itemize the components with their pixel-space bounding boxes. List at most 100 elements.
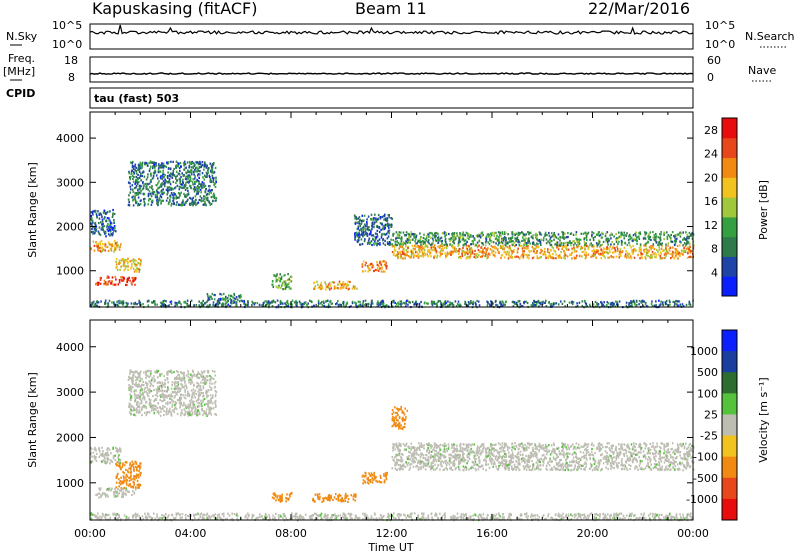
heatmap-cell: [133, 491, 136, 494]
heatmap-cell: [205, 188, 207, 191]
heatmap-cell: [433, 249, 436, 252]
heatmap-cell: [132, 485, 134, 489]
heatmap-cell: [456, 234, 458, 238]
heatmap-cell: [184, 177, 187, 180]
heatmap-cell: [378, 238, 381, 241]
heatmap-cell: [599, 245, 601, 248]
heatmap-cell: [674, 236, 676, 239]
heatmap-cell: [138, 299, 140, 302]
heatmap-cell: [200, 370, 203, 373]
heatmap-cell: [390, 225, 393, 228]
heatmap-cell: [198, 384, 200, 387]
heatmap-cell: [156, 410, 159, 414]
heatmap-cell: [188, 304, 191, 307]
heatmap-cell: [111, 487, 113, 490]
heatmap-cell: [593, 254, 596, 257]
heatmap-cell: [209, 385, 211, 388]
heatmap-cell: [181, 204, 183, 207]
heatmap-cell: [154, 302, 156, 305]
heatmap-cell: [133, 171, 135, 174]
heatmap-cell: [135, 384, 138, 388]
heatmap-cell: [502, 244, 505, 247]
heatmap-cell: [689, 248, 692, 251]
heatmap-cell: [478, 244, 480, 247]
heatmap-cell: [139, 385, 142, 388]
heatmap-cell: [126, 469, 129, 472]
heatmap-cell: [176, 184, 179, 187]
heatmap-cell: [113, 283, 116, 286]
heatmap-cell: [656, 248, 658, 252]
heatmap-cell: [521, 231, 523, 234]
heatmap-cell: [105, 282, 108, 285]
heatmap-cell: [132, 190, 135, 193]
heatmap-cell: [327, 304, 330, 308]
heatmap-cell: [128, 170, 130, 173]
heatmap-cell: [511, 252, 513, 255]
heatmap-cell: [93, 232, 96, 235]
heatmap-cell: [175, 179, 178, 182]
heatmap-cell: [602, 251, 604, 255]
heatmap-cell: [474, 253, 477, 256]
heatmap-cell: [144, 197, 146, 200]
heatmap-cell: [122, 257, 124, 261]
heatmap-cell: [137, 411, 139, 414]
heatmap-cell: [129, 175, 132, 178]
heatmap-cell: [500, 256, 502, 259]
heatmap-cell: [672, 251, 674, 254]
heatmap-cell: [397, 233, 399, 236]
heatmap-cell: [461, 249, 463, 252]
heatmap-cell: [251, 304, 253, 307]
heatmap-cell: [136, 483, 139, 486]
heatmap-cell: [98, 496, 100, 499]
heatmap-cell: [570, 241, 573, 245]
heatmap-cell: [561, 247, 563, 251]
heatmap-cell: [168, 186, 170, 189]
heatmap-cell: [586, 232, 589, 236]
heatmap-cell: [207, 296, 210, 299]
heatmap-cell: [552, 234, 554, 237]
heatmap-cell: [173, 174, 175, 177]
heatmap-cell: [357, 304, 360, 307]
heatmap-cell: [402, 257, 404, 260]
heatmap-cell: [442, 302, 445, 305]
heatmap-cell: [287, 303, 290, 306]
heatmap-cell: [162, 162, 165, 165]
heatmap-cell: [599, 244, 602, 247]
heatmap-cell: [669, 236, 672, 239]
heatmap-cell: [439, 251, 442, 254]
heatmap-cell: [610, 303, 613, 306]
heatmap-cell: [137, 400, 139, 404]
station-title: Kapuskasing (fitACF): [92, 0, 257, 18]
heatmap-cell: [99, 243, 102, 246]
heatmap-cell: [526, 231, 529, 234]
heatmap-cell: [174, 193, 176, 196]
heatmap-cell: [372, 234, 375, 237]
heatmap-cell: [130, 394, 133, 398]
heatmap-cell: [674, 234, 676, 237]
heatmap-cell: [371, 243, 373, 247]
heatmap-cell: [100, 240, 103, 243]
heatmap-cell: [209, 411, 212, 414]
heatmap-cell: [540, 243, 542, 246]
heatmap-cell: [459, 240, 462, 243]
heatmap-cell: [487, 233, 490, 236]
heatmap-cell: [362, 225, 365, 228]
heatmap-cell: [535, 236, 537, 239]
heatmap-cell: [130, 413, 132, 416]
heatmap-cell: [606, 246, 608, 249]
heatmap-cell: [508, 237, 510, 240]
heatmap-cell: [197, 174, 199, 177]
heatmap-cell: [558, 256, 560, 259]
heatmap-cell: [92, 221, 94, 224]
heatmap-cell: [134, 375, 137, 378]
heatmap-cell: [591, 231, 593, 234]
heatmap-cell: [111, 245, 113, 248]
heatmap-cell: [172, 180, 175, 183]
heatmap-cell: [465, 244, 468, 247]
heatmap-cell: [391, 243, 394, 246]
heatmap-cell: [645, 251, 648, 254]
heatmap-cell: [125, 489, 127, 492]
heatmap-cell: [146, 386, 149, 389]
heatmap-cell: [470, 235, 472, 238]
heatmap-cell: [186, 194, 189, 197]
